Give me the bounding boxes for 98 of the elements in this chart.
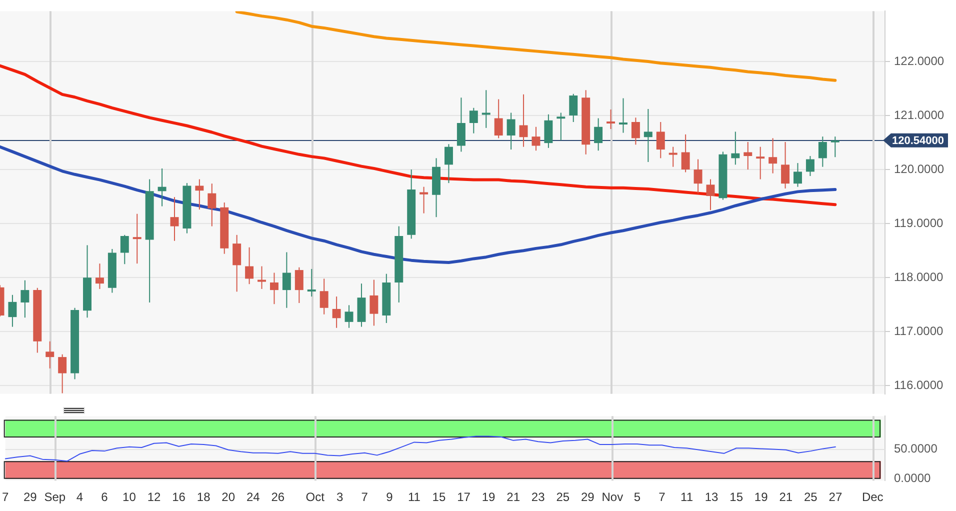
candlestick — [320, 278, 328, 315]
candlestick — [532, 126, 540, 152]
candlestick — [444, 144, 453, 184]
candlestick — [681, 134, 690, 173]
x-tick-label: 7 — [2, 490, 9, 504]
candlestick — [245, 246, 254, 285]
x-tick-label: 7 — [361, 490, 368, 504]
x-tick-label: 29 — [23, 490, 38, 504]
candlestick — [307, 268, 316, 298]
candlestick — [631, 117, 640, 146]
candlestick — [8, 294, 17, 328]
x-tick-label: Oct — [306, 490, 326, 504]
candlestick — [731, 131, 740, 166]
candlestick — [132, 213, 142, 264]
candlestick — [370, 279, 378, 326]
candlestick — [456, 97, 466, 152]
x-tick-label: 25 — [804, 490, 818, 504]
candlestick — [768, 138, 778, 174]
x-tick-label: Sep — [44, 490, 66, 504]
x-tick-label: 21 — [779, 490, 793, 504]
candlestick — [294, 266, 304, 304]
candlestick — [794, 162, 802, 188]
x-tick-label: 21 — [506, 490, 520, 504]
y-tick-label: 50.0000 — [894, 442, 938, 456]
x-tick-label: 26 — [271, 490, 285, 504]
candlestick — [519, 94, 528, 148]
x-tick-label: 11 — [408, 490, 421, 504]
x-tick-label: 23 — [531, 490, 546, 504]
y-tick-label: 119.0000 — [894, 216, 944, 230]
candlestick — [830, 136, 840, 158]
candlestick — [170, 196, 179, 242]
x-tick-label: 27 — [828, 490, 842, 504]
candlestick — [706, 178, 715, 211]
candlestick — [20, 280, 30, 318]
candlestick — [482, 90, 490, 128]
candlestick — [544, 114, 553, 148]
candlestick — [668, 146, 678, 168]
candlestick — [744, 141, 752, 170]
y-tick-label: 116.0000 — [894, 378, 944, 392]
x-tick-label: 9 — [386, 490, 394, 504]
candlestick — [232, 234, 242, 292]
x-tick-label: 12 — [147, 490, 162, 504]
x-tick-label: 16 — [172, 490, 186, 504]
x-tick-label: 5 — [634, 490, 641, 504]
candlestick — [594, 118, 603, 152]
y-tick-label: 117.0000 — [894, 324, 944, 338]
y-tick-label: 120.0000 — [894, 162, 944, 176]
x-tick-label: 19 — [754, 490, 768, 504]
candlestick — [694, 158, 702, 194]
candlestick — [420, 186, 428, 214]
candlestick — [569, 93, 578, 122]
candlestick — [619, 98, 628, 134]
candlestick — [606, 109, 616, 130]
candlestick — [195, 178, 204, 210]
candlestick — [344, 304, 354, 328]
x-tick-label: 7 — [658, 490, 666, 504]
x-tick-label: 29 — [580, 490, 595, 504]
y-tick-label: 118.0000 — [894, 270, 944, 284]
candlestick — [781, 141, 790, 189]
x-tick-label: 13 — [704, 490, 719, 504]
candlestick — [208, 183, 216, 227]
candlestick — [494, 98, 503, 139]
x-tick-label: 6 — [101, 490, 108, 504]
x-tick-label: 20 — [222, 490, 236, 504]
candlestick — [818, 136, 827, 168]
x-tick-label: 15 — [730, 490, 744, 504]
candlestick — [332, 296, 341, 328]
candlestick — [282, 252, 291, 308]
x-tick-label: 3 — [336, 490, 344, 504]
x-tick-label: Dec — [862, 490, 884, 504]
x-tick-label: 11 — [680, 490, 694, 504]
x-tick-label: 25 — [556, 490, 570, 504]
candlestick — [270, 272, 278, 305]
y-tick-label: 122.0000 — [894, 54, 944, 68]
x-tick-label: 24 — [246, 490, 260, 504]
candlestick — [95, 263, 104, 290]
candlestick — [46, 340, 54, 369]
candlestick — [656, 121, 665, 159]
candlestick — [806, 156, 814, 177]
y-tick-label: 0.0000 — [894, 471, 932, 486]
candlestick — [644, 108, 652, 162]
x-tick-label: Nov — [602, 490, 624, 504]
x-tick-label: 19 — [482, 490, 496, 504]
candlestick — [58, 354, 67, 394]
candlestick — [556, 112, 566, 141]
candlestick — [258, 266, 266, 290]
y-tick-label: 121.0000 — [894, 108, 944, 122]
ref-line-label: 120.54000 — [892, 134, 944, 147]
x-tick-label: 17 — [457, 490, 471, 504]
x-tick-label: 4 — [76, 490, 84, 504]
candlestick — [469, 107, 478, 134]
x-tick-label: 10 — [122, 490, 136, 504]
candlestick — [158, 168, 166, 207]
x-tick-label: 18 — [196, 490, 211, 504]
candlestick — [506, 112, 516, 150]
candlestick — [756, 146, 765, 180]
candlestick — [120, 234, 129, 265]
x-tick-label: 15 — [432, 490, 446, 504]
